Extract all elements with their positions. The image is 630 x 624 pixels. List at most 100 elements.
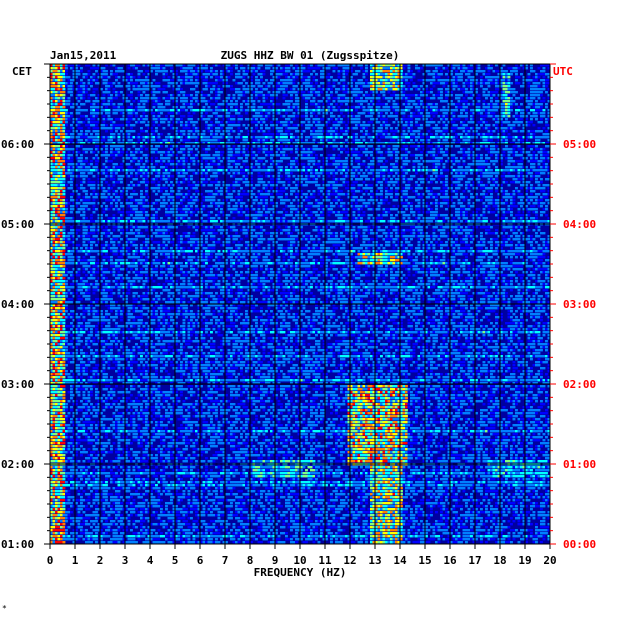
spectrogram-cell [400,169,403,172]
spectrogram-cell [127,166,131,169]
spectrogram-cell [507,103,511,106]
spectrogram-cell [485,127,488,130]
spectrogram-cell [462,91,466,94]
spectrogram-cell [352,118,356,121]
spectrogram-cell [355,151,358,154]
spectrogram-cell [407,82,411,85]
spectrogram-cell [212,124,216,127]
spectrogram-cell [395,85,398,88]
spectrogram-cell [242,142,246,145]
spectrogram-cell [137,88,141,91]
spectrogram-cell [415,145,418,148]
spectrogram-cell [305,85,308,88]
spectrogram-cell [252,121,256,124]
spectrogram-cell [475,124,478,127]
spectrogram-cell [295,124,298,127]
spectrogram-cell [280,79,283,82]
spectrogram-cell [452,157,456,160]
spectrogram-cell [335,109,338,112]
spectrogram-cell [272,160,276,163]
spectrogram-cell [335,142,338,145]
spectrogram-cell [112,91,116,94]
spectrogram-cell [310,103,313,106]
spectrogram-cell [380,115,383,118]
spectrogram-cell [295,142,298,145]
spectrogram-cell [155,151,158,154]
spectrogram-cell [345,70,348,73]
spectrogram-cell [262,103,266,106]
spectrogram-cell [527,73,531,76]
spectrogram-cell [440,160,443,163]
spectrogram-cell [455,136,458,139]
spectrogram-cell [67,148,71,151]
spectrogram-cell [305,166,308,169]
spectrogram-cell [185,160,188,163]
spectrogram-cell [302,154,306,157]
spectrogram-cell [542,85,546,88]
spectrogram-cell [57,91,61,94]
spectrogram-cell [482,103,486,106]
spectrogram-cell [50,118,53,121]
spectrogram-cell [262,94,266,97]
spectrogram-cell [130,160,133,163]
spectrogram-cell [345,160,348,163]
spectrogram-cell [330,94,333,97]
spectrogram-cell [532,88,536,91]
spectrogram-cell [482,136,486,139]
spectrogram-cell [65,70,68,73]
spectrogram-cell [195,121,198,124]
spectrogram-cell [370,85,373,88]
spectrogram-cell [420,133,423,136]
spectrogram-cell [130,169,133,172]
spectrogram-cell [332,109,336,112]
spectrogram-cell [52,109,56,112]
spectrogram-cell [465,130,468,133]
spectrogram-cell [107,100,111,103]
spectrogram-cell [227,94,231,97]
spectrogram-cell [367,103,371,106]
spectrogram-cell [472,112,476,115]
spectrogram-cell [517,136,521,139]
spectrogram-cell [50,88,53,91]
spectrogram-cell [147,73,151,76]
spectrogram-cell [362,70,366,73]
spectrogram-cell [392,169,396,172]
spectrogram-cell [122,118,126,121]
spectrogram-cell [475,64,478,67]
spectrogram-cell [227,142,231,145]
spectrogram-cell [422,73,426,76]
spectrogram-cell [127,139,131,142]
spectrogram-cell [77,94,81,97]
spectrogram-cell [397,136,401,139]
spectrogram-cell [545,124,548,127]
spectrogram-cell [520,130,523,133]
spectrogram-cell [265,118,268,121]
spectrogram-cell [207,142,211,145]
spectrogram-cell [377,70,381,73]
spectrogram-cell [162,73,166,76]
spectrogram-cell [325,130,328,133]
spectrogram-cell [305,157,308,160]
spectrogram-cell [452,160,456,163]
spectrogram-cell [452,85,456,88]
spectrogram-cell [377,163,381,166]
spectrogram-cell [115,172,118,175]
spectrogram-cell [447,121,451,124]
spectrogram-cell [305,94,308,97]
spectrogram-cell [367,121,371,124]
spectrogram-cell [355,82,358,85]
spectrogram-cell [417,109,421,112]
spectrogram-cell [140,145,143,148]
spectrogram-cell [105,82,108,85]
spectrogram-cell [50,160,53,163]
spectrogram-cell [405,82,408,85]
spectrogram-cell [327,127,331,130]
spectrogram-cell [330,154,333,157]
spectrogram-cell [415,124,418,127]
spectrogram-cell [520,163,523,166]
spectrogram-cell [85,88,88,91]
spectrogram-cell [410,100,413,103]
spectrogram-cell [65,121,68,124]
spectrogram-cell [105,130,108,133]
